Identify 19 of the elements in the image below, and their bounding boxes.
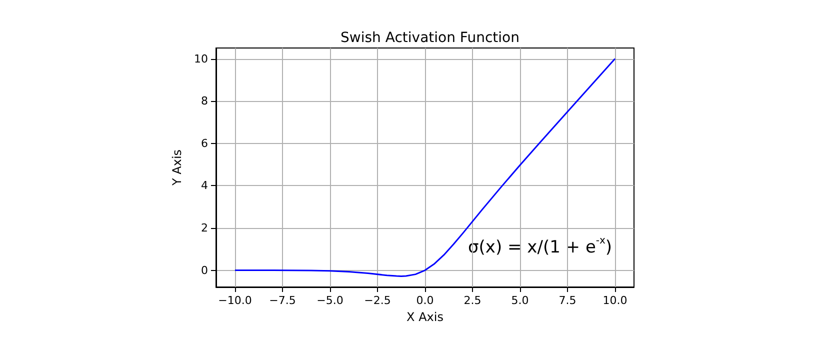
y-tick-label: 10 <box>194 52 208 66</box>
x-tick-label: −2.5 <box>364 294 391 307</box>
x-tick-label: 2.5 <box>464 294 482 307</box>
y-tick-label: 0 <box>201 264 208 277</box>
chart-title: Swish Activation Function <box>340 30 520 46</box>
line-series <box>234 58 616 277</box>
x-tick-label: −10.0 <box>218 294 252 307</box>
y-axis-title: Y Axis <box>170 149 184 187</box>
x-tick-label: −7.5 <box>269 294 296 307</box>
y-tick-label: 8 <box>201 94 208 108</box>
x-axis-title: X Axis <box>406 310 444 324</box>
x-tick-label: 7.5 <box>558 294 576 307</box>
x-tick-label: −5.0 <box>316 294 344 307</box>
y-tick-label: 6 <box>201 136 208 150</box>
x-tick-label: 10.0 <box>602 294 628 307</box>
y-tick-label: 4 <box>201 179 208 192</box>
x-tick-label: 0.0 <box>416 294 434 307</box>
x-tick-label: 5.0 <box>511 294 529 307</box>
y-tick-label: 2 <box>201 221 208 234</box>
